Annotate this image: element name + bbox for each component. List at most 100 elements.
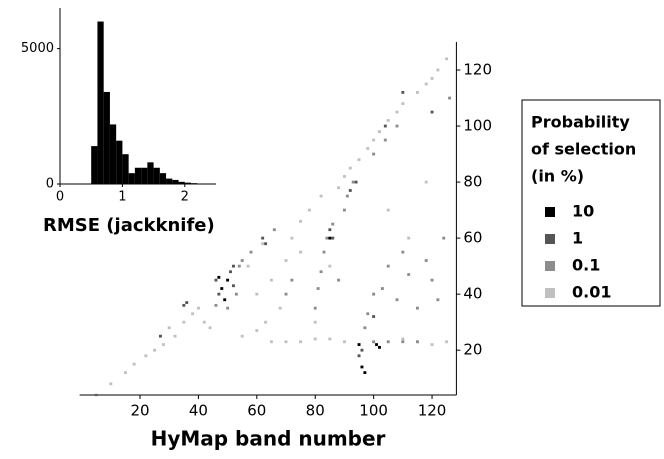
- hist-bar: [147, 162, 154, 184]
- cell: [345, 194, 349, 198]
- cell: [337, 278, 341, 282]
- cell: [331, 236, 335, 240]
- hist-bar: [134, 167, 142, 184]
- cell: [386, 119, 390, 122]
- hist-bar: [166, 178, 173, 184]
- cell: [375, 343, 379, 346]
- cell: [299, 219, 303, 223]
- cell: [372, 340, 376, 344]
- cell: [401, 91, 405, 94]
- x-tick-label: 120: [418, 402, 447, 420]
- cell: [153, 348, 157, 352]
- cell: [264, 242, 268, 246]
- cell: [424, 82, 428, 86]
- y-tick-label: 100: [463, 117, 492, 135]
- cell: [442, 236, 446, 240]
- cell: [316, 287, 320, 290]
- cell: [386, 208, 390, 212]
- cell: [313, 337, 317, 341]
- cell: [395, 298, 399, 302]
- x-tick-label: 0: [56, 190, 64, 205]
- cell: [348, 166, 352, 170]
- cell: [363, 326, 367, 330]
- cell: [208, 326, 212, 330]
- cell: [436, 298, 440, 302]
- cell: [278, 306, 282, 310]
- cell: [313, 320, 317, 324]
- cell: [366, 312, 370, 316]
- cell: [445, 340, 449, 344]
- x-tick-label: 20: [130, 402, 149, 420]
- hist-bar: [109, 124, 117, 184]
- cell: [430, 343, 434, 346]
- cell: [261, 242, 265, 246]
- cell: [231, 264, 235, 268]
- cell: [415, 306, 419, 310]
- cell: [182, 320, 186, 324]
- cell: [386, 264, 390, 268]
- cell: [234, 292, 238, 296]
- y-tick-label: 0: [46, 177, 54, 192]
- cell: [328, 264, 332, 268]
- cell: [109, 382, 113, 386]
- cell: [445, 57, 449, 61]
- cell: [372, 152, 376, 156]
- cell: [360, 365, 364, 369]
- cell: [229, 270, 232, 274]
- cell: [407, 236, 411, 240]
- legend-swatch: [545, 207, 555, 217]
- cell: [226, 306, 230, 310]
- cell: [328, 236, 332, 240]
- cell: [255, 329, 259, 332]
- cell: [272, 228, 276, 232]
- cell: [223, 298, 227, 302]
- cell: [357, 343, 361, 346]
- cell: [173, 334, 177, 338]
- legend-swatch: [545, 234, 555, 244]
- hist-bar: [184, 182, 192, 184]
- cell: [132, 362, 136, 366]
- cell: [214, 278, 218, 282]
- cell: [328, 337, 332, 341]
- x-tick-label: 2: [181, 190, 189, 205]
- hist-bar: [116, 140, 123, 184]
- cell: [185, 301, 189, 304]
- hist-bar: [153, 167, 160, 184]
- cell: [226, 278, 230, 282]
- cell: [299, 340, 303, 344]
- cell: [196, 306, 200, 310]
- x-tick-label: 100: [359, 402, 388, 420]
- hist-bar: [122, 154, 129, 184]
- cell: [255, 292, 259, 296]
- legend-title: (in %): [531, 167, 584, 186]
- cell: [430, 110, 434, 114]
- cell: [167, 326, 171, 330]
- cell: [448, 96, 452, 100]
- cell: [436, 68, 440, 72]
- cell: [284, 340, 288, 344]
- cell: [378, 345, 381, 349]
- cell: [430, 278, 434, 282]
- cell: [401, 102, 405, 106]
- cell: [372, 292, 376, 296]
- cell: [313, 306, 317, 310]
- cell: [415, 340, 419, 344]
- y-tick-label: 5000: [21, 41, 54, 56]
- x-axis-label: HyMap band number: [151, 427, 386, 451]
- y-tick-label: 120: [463, 61, 492, 79]
- hist-bar: [91, 146, 98, 184]
- cell: [383, 138, 387, 142]
- legend-label: 10: [572, 202, 594, 221]
- cell: [237, 264, 241, 268]
- cell: [401, 340, 405, 344]
- cell: [322, 250, 326, 254]
- cell: [424, 259, 428, 262]
- hist-bar: [178, 181, 185, 184]
- cell: [357, 354, 361, 358]
- cell: [231, 284, 235, 288]
- cell: [123, 371, 127, 374]
- cell: [214, 303, 218, 307]
- hist-bar: [103, 91, 110, 184]
- cell: [284, 259, 288, 262]
- cell: [363, 371, 367, 374]
